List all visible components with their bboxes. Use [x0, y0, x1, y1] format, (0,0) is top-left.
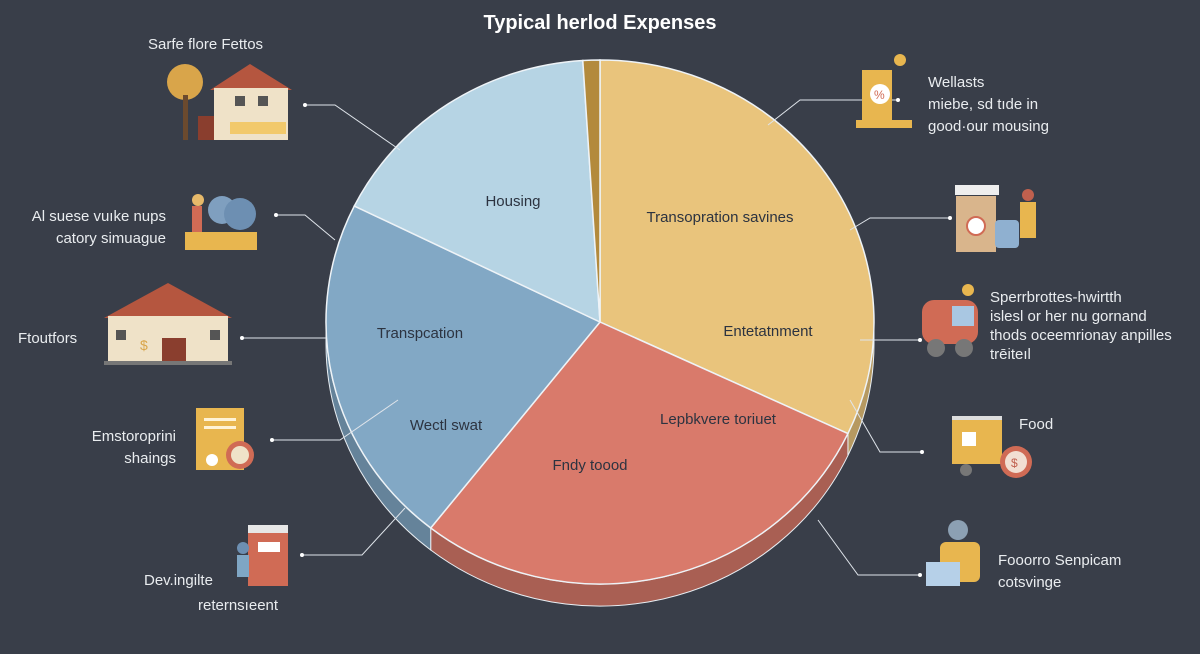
slice-label: Entetatnment	[723, 323, 813, 340]
percent-sign-icon: %	[856, 54, 912, 128]
pie-slice-0	[599, 59, 875, 435]
svg-text:$: $	[1011, 456, 1018, 470]
callout-line-3	[272, 399, 399, 441]
callout-dot	[300, 553, 304, 557]
callout-line-1	[276, 214, 336, 241]
pie-slice-3	[353, 59, 601, 324]
slice-label: Wectl swat	[410, 417, 483, 434]
callout-right-4: Food	[1019, 416, 1054, 433]
callout-line-8	[849, 399, 922, 453]
bank-house-icon: $	[104, 283, 232, 365]
callout-left-5: Dev.ingilte	[144, 572, 213, 589]
worker-booth-icon	[237, 525, 288, 586]
callout-dot	[948, 216, 952, 220]
callout-dot	[896, 98, 900, 102]
callout-left-2: Al suese vuıke nups catory simuague	[31, 208, 166, 247]
gardener-icon	[185, 194, 257, 250]
callout-dot	[918, 338, 922, 342]
house-tree-icon	[167, 64, 292, 140]
pie-slice-4	[581, 59, 601, 323]
coffee-shopping-icon	[955, 185, 1036, 252]
callout-left-4: Emstoroprini shaings	[91, 428, 176, 467]
slice-label: Transopration savines	[646, 209, 793, 226]
person-laptop-icon	[926, 520, 980, 586]
food-truck-icon: $	[952, 416, 1032, 478]
slice-label: Fndy toood	[552, 457, 627, 474]
callout-left-1: Sarfe flore Fettos	[148, 36, 264, 53]
callout-dot	[303, 103, 307, 107]
slice-label: Housing	[485, 193, 540, 210]
callout-line-4	[302, 507, 406, 556]
callout-line-9	[817, 519, 920, 576]
callout-right-5: Fooorro Senpicam cotsvinge	[998, 552, 1122, 591]
svg-text:%: %	[874, 88, 885, 102]
callout-dot	[270, 438, 274, 442]
bill-icon	[196, 408, 254, 470]
slice-label: Transpcation	[377, 325, 463, 342]
chart-title: Typical herlod Expenses	[483, 12, 717, 34]
callout-dot	[274, 213, 278, 217]
callout-right-1: Wellasts miebe, sd tıde in good·our mous…	[928, 74, 1049, 135]
callout-left-5b: reternsıeent	[198, 597, 279, 614]
callout-line-0	[305, 104, 401, 151]
slice-label: Lepbkvere toriuet	[660, 411, 777, 428]
car-icon	[922, 284, 978, 357]
svg-text:$: $	[140, 337, 148, 353]
callout-dot	[240, 336, 244, 340]
callout-left-3: Ftoutfors	[18, 330, 78, 347]
pie-slice-2	[325, 205, 602, 530]
callout-dot	[918, 573, 922, 577]
callout-dot	[920, 450, 924, 454]
pie-slice-1	[429, 321, 849, 585]
callout-line-6	[849, 217, 950, 231]
callout-right-3: Sperrbrottes-hwirtth islesl or her nu go…	[990, 289, 1172, 363]
